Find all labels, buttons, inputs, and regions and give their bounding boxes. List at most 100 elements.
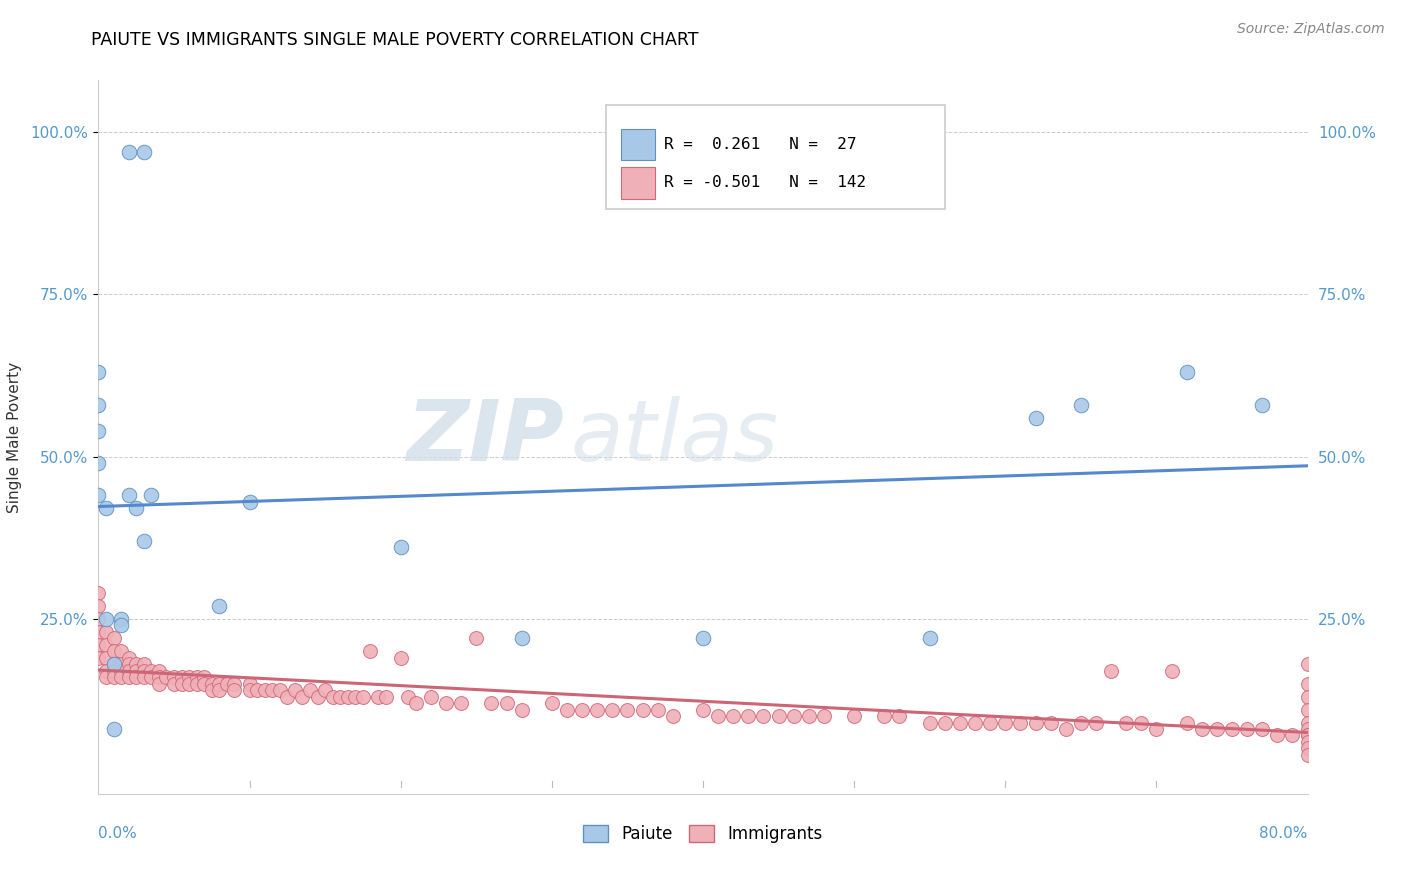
Point <box>246 683 269 698</box>
Point <box>434 696 457 710</box>
Point <box>1220 722 1243 736</box>
Point <box>783 709 806 723</box>
Point <box>768 709 790 723</box>
Point <box>707 709 730 723</box>
Point <box>344 690 367 704</box>
Point <box>571 702 593 716</box>
Point <box>239 676 262 690</box>
Point <box>87 456 110 470</box>
Point <box>125 670 148 684</box>
Point <box>949 715 972 730</box>
Point <box>103 657 125 672</box>
Point <box>94 612 117 626</box>
Point <box>179 676 201 690</box>
Point <box>1175 365 1198 379</box>
Point <box>1070 715 1092 730</box>
Point <box>352 690 374 704</box>
Point <box>110 657 132 672</box>
Point <box>125 664 148 678</box>
Point <box>495 696 517 710</box>
Point <box>103 670 125 684</box>
Text: PAIUTE VS IMMIGRANTS SINGLE MALE POVERTY CORRELATION CHART: PAIUTE VS IMMIGRANTS SINGLE MALE POVERTY… <box>91 31 699 49</box>
FancyBboxPatch shape <box>621 128 655 161</box>
Point <box>110 644 132 658</box>
Point <box>87 488 110 502</box>
Point <box>87 624 110 639</box>
Point <box>1251 722 1274 736</box>
Point <box>1099 664 1122 678</box>
Point <box>103 664 125 678</box>
Point <box>94 670 117 684</box>
Point <box>224 676 246 690</box>
Point <box>141 664 163 678</box>
Point <box>1191 722 1213 736</box>
Point <box>269 683 291 698</box>
Point <box>873 709 896 723</box>
Point <box>329 690 352 704</box>
Point <box>1296 715 1319 730</box>
Point <box>1010 715 1032 730</box>
Point <box>103 722 125 736</box>
Point <box>450 696 472 710</box>
Point <box>87 586 110 600</box>
Point <box>201 676 224 690</box>
Point <box>314 683 336 698</box>
Point <box>186 670 208 684</box>
Point <box>132 670 155 684</box>
Point <box>87 612 110 626</box>
Point <box>163 670 186 684</box>
Point <box>148 664 170 678</box>
Point <box>132 657 155 672</box>
Point <box>616 702 638 716</box>
Point <box>396 690 419 704</box>
Point <box>118 670 141 684</box>
Point <box>262 683 284 698</box>
Point <box>284 683 307 698</box>
Point <box>1144 722 1167 736</box>
Point <box>148 676 170 690</box>
Point <box>1296 690 1319 704</box>
Point <box>253 683 276 698</box>
Point <box>1024 410 1046 425</box>
Point <box>87 638 110 652</box>
Point <box>125 657 148 672</box>
Point <box>465 631 488 645</box>
Point <box>208 676 231 690</box>
Point <box>125 501 148 516</box>
Point <box>934 715 956 730</box>
Point <box>1296 657 1319 672</box>
Point <box>889 709 911 723</box>
Point <box>1296 735 1319 749</box>
Point <box>1054 722 1077 736</box>
Point <box>299 683 322 698</box>
Point <box>555 702 578 716</box>
Point <box>132 533 155 548</box>
Point <box>797 709 820 723</box>
Point <box>510 702 533 716</box>
Point <box>94 664 117 678</box>
Point <box>224 683 246 698</box>
Text: 0.0%: 0.0% <box>98 826 138 841</box>
Point <box>1085 715 1108 730</box>
Point <box>692 631 714 645</box>
Point <box>110 664 132 678</box>
Point <box>661 709 683 723</box>
Point <box>276 690 298 704</box>
Point <box>1296 729 1319 743</box>
Point <box>141 670 163 684</box>
Point <box>87 424 110 438</box>
Point <box>374 690 396 704</box>
Point <box>94 624 117 639</box>
Point <box>1296 747 1319 762</box>
Text: R =  0.261   N =  27: R = 0.261 N = 27 <box>664 137 856 152</box>
Text: Source: ZipAtlas.com: Source: ZipAtlas.com <box>1237 22 1385 37</box>
Point <box>118 145 141 159</box>
Point <box>752 709 775 723</box>
Point <box>132 145 155 159</box>
Point <box>918 715 941 730</box>
Point <box>389 650 412 665</box>
Point <box>979 715 1001 730</box>
Point <box>132 664 155 678</box>
Point <box>239 683 262 698</box>
Point <box>389 541 412 555</box>
